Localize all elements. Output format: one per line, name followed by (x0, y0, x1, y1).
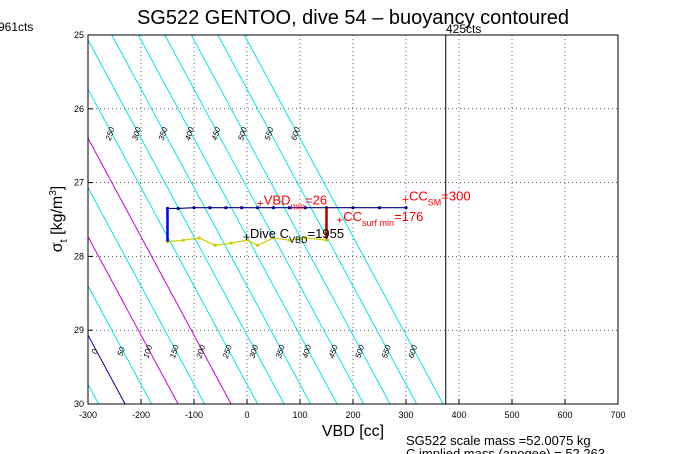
contour-lines (0, 35, 444, 404)
series-point (181, 238, 185, 242)
x-tick-label: 100 (292, 410, 307, 420)
contour-line (164, 35, 365, 404)
series-point (271, 206, 276, 210)
chart-title: SG522 GENTOO, dive 54 – buoyancy contour… (137, 7, 569, 29)
series-point (271, 236, 276, 240)
annotation-text: Dive CVBD=1955 (250, 226, 344, 245)
contour-label: 350 (274, 343, 287, 359)
x-tick-label: 400 (451, 410, 466, 420)
contour-line (111, 35, 312, 404)
series-point (240, 206, 244, 210)
series-point (208, 206, 212, 210)
contour-label: 100 (142, 343, 155, 359)
annotation-text: CCSM=300 (409, 188, 471, 207)
x-axis-label: VBD [cc] (322, 423, 384, 440)
contour-label: 350 (157, 126, 170, 142)
y-tick-label: 27 (74, 178, 84, 188)
series-point (176, 206, 180, 211)
contour-label: 600 (289, 126, 302, 142)
contour-label: 150 (168, 343, 181, 359)
x-axis-ticks: -300 -200 -100 0 100 200 300 400 500 600 700 (79, 399, 626, 420)
contour-line (0, 35, 46, 404)
x-tick-label: 0 (244, 410, 249, 420)
contour-label: 500 (354, 343, 367, 359)
contour-label: 250 (221, 343, 234, 360)
series-point (324, 238, 329, 242)
annotation-marker: + (243, 230, 250, 244)
contour-line (88, 334, 126, 404)
contour-line (88, 137, 232, 404)
series-point (287, 206, 291, 210)
x-tick-label: -100 (185, 410, 203, 420)
series-point (224, 206, 228, 210)
x-tick-label: -200 (132, 410, 150, 420)
series-point (303, 206, 307, 210)
contour-label: 550 (263, 126, 276, 142)
contour-line (137, 35, 338, 404)
contour-label: 300 (130, 126, 143, 142)
top-right-count: 425cts (446, 22, 481, 36)
annotation-marker: + (402, 192, 409, 206)
contour-label: 300 (248, 343, 261, 359)
y-axis-ticks: 25 26 27 28 29 30 (74, 30, 93, 409)
series-point (404, 206, 408, 210)
series-point (213, 243, 217, 247)
y-axis-label: σt [kg/m3] (48, 186, 70, 253)
series-line (167, 207, 406, 210)
annotation-marker: + (336, 213, 343, 227)
contour-label: 0 (90, 348, 100, 356)
series-point (192, 206, 196, 210)
x-tick-label: 600 (557, 410, 572, 420)
contour-label: 200 (194, 343, 207, 360)
contour-label: 50 (116, 345, 127, 357)
series-point (287, 238, 291, 242)
y-tick-label: 30 (74, 399, 84, 409)
contour-line (190, 35, 391, 404)
dive-series (165, 206, 408, 247)
contour-label: 400 (183, 126, 196, 142)
series-point (256, 206, 260, 210)
contour-line (243, 35, 444, 404)
contour-label: 450 (210, 126, 223, 142)
series-point (351, 206, 355, 210)
series-point (303, 236, 307, 240)
y-tick-label: 29 (74, 325, 84, 335)
implied-mass-text: C implied mass (apogee) = 52.263 (406, 446, 605, 454)
y-tick-label: 25 (74, 30, 84, 40)
contour-label: 550 (380, 343, 393, 359)
contour-label: 600 (407, 343, 420, 359)
scale-mass-text: SG522 scale mass =52.0075 kg (406, 433, 591, 448)
contour-label: 450 (327, 343, 340, 359)
annotation-text: VBDmin=26 (264, 193, 327, 212)
y-tick-label: 26 (74, 104, 84, 114)
contour-label: 500 (236, 126, 249, 142)
series-point (229, 241, 233, 245)
contour-line (88, 38, 285, 404)
contour-label: 400 (301, 343, 314, 359)
contour-line (88, 186, 206, 404)
top-left-count: 961cts (0, 20, 33, 34)
contour-label: 250 (103, 126, 116, 143)
annotations: + VBDmin=26 + CCSM=300+ CCsurf min=176+ Dive … (243, 188, 471, 245)
x-tick-label: 300 (398, 410, 413, 420)
x-tick-label: 700 (610, 410, 625, 420)
annotation-text: CCsurf min=176 (343, 209, 423, 228)
x-tick-label: 200 (345, 410, 360, 420)
series-point (377, 206, 382, 210)
series-point (256, 243, 260, 247)
contour-line (217, 35, 418, 404)
contour-labels: 0 50 100 150 200 250 250 300 300 350 350 400 400 450 4… (90, 126, 419, 361)
series-point (197, 236, 201, 240)
y-tick-label: 28 (74, 251, 84, 261)
contour-line (88, 235, 179, 404)
series-point (245, 238, 249, 242)
contour-line (88, 88, 259, 404)
x-tick-label: 500 (504, 410, 519, 420)
x-tick-label: -300 (79, 410, 97, 420)
contour-line (88, 284, 153, 404)
annotation-marker: + (257, 197, 264, 211)
grid-lines (87, 34, 619, 405)
